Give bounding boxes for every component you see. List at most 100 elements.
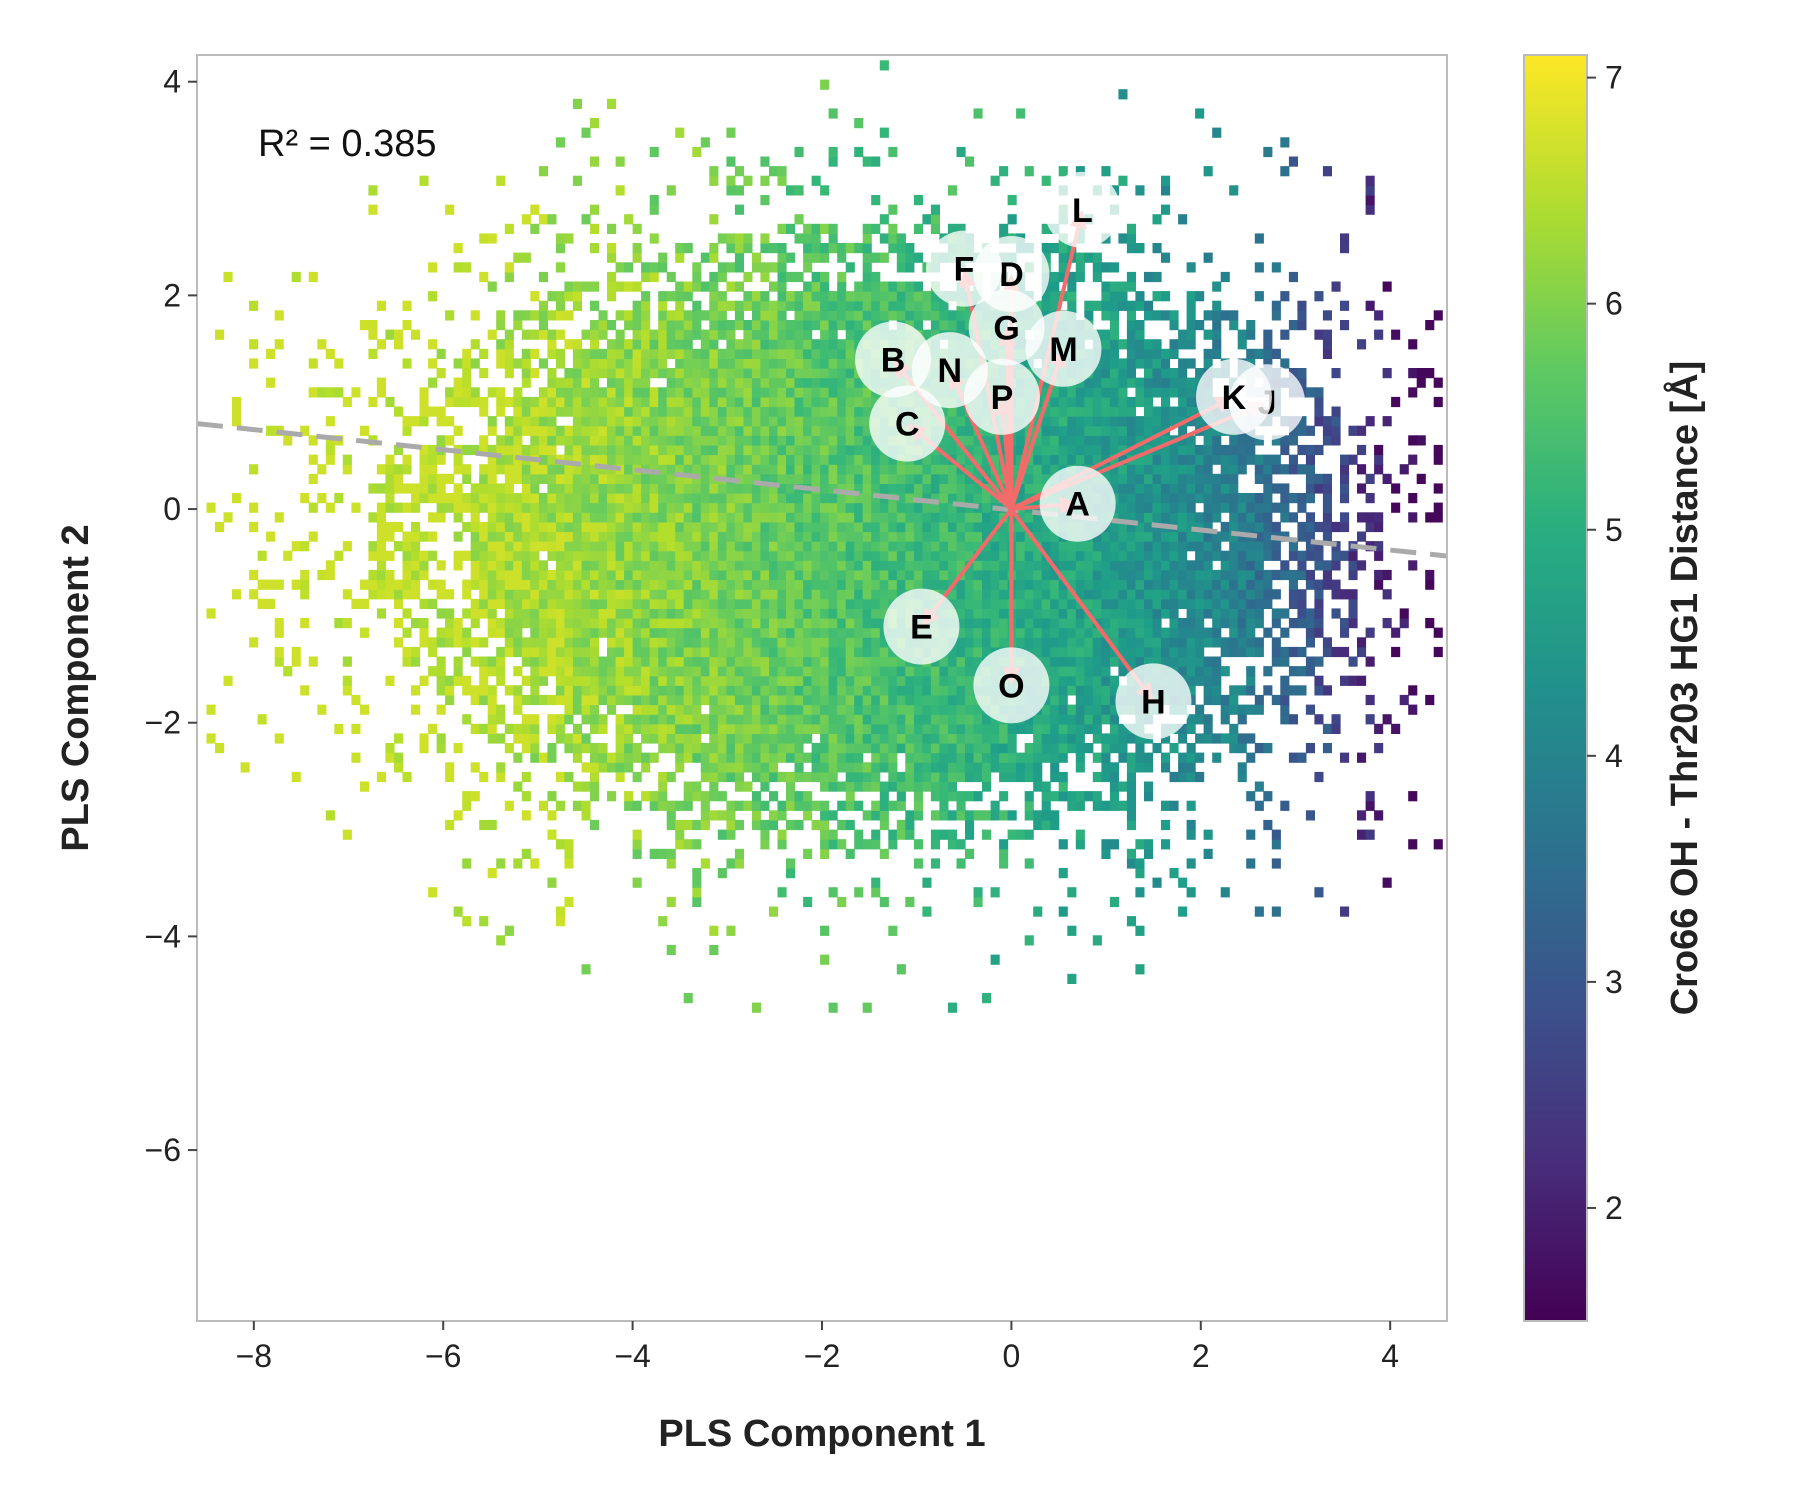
density-bin (871, 771, 881, 783)
density-bin (1101, 560, 1111, 571)
density-bin (922, 512, 932, 523)
density-bin (820, 589, 830, 600)
density-bin (939, 579, 949, 590)
density-bin (751, 396, 761, 408)
density-bin (786, 300, 796, 311)
density-bin (581, 493, 591, 504)
density-bin (436, 560, 446, 571)
density-bin (572, 733, 582, 744)
density-bin (641, 271, 651, 283)
density-bin (572, 473, 582, 484)
density-bin (820, 752, 830, 763)
density-bin (385, 502, 395, 513)
density-bin (1144, 368, 1154, 379)
density-bin (973, 589, 983, 600)
density-bin (1067, 454, 1077, 465)
density-bin (1178, 771, 1188, 783)
density-bin (769, 358, 779, 369)
density-bin (888, 512, 898, 523)
density-bin (632, 877, 642, 888)
density-bin (1050, 579, 1060, 590)
density-bin (913, 714, 923, 725)
density-bin (1109, 743, 1119, 754)
density-bin (470, 387, 480, 398)
density-bin (385, 531, 395, 542)
density-bin (692, 300, 702, 311)
density-bin (1178, 435, 1188, 446)
density-bin (700, 598, 710, 609)
density-bin (777, 521, 787, 533)
density-bin (564, 310, 574, 321)
density-bin (709, 310, 719, 321)
density-bin (675, 493, 685, 504)
density-bin (496, 589, 506, 600)
density-bin (692, 377, 702, 388)
density-bin (717, 762, 727, 773)
density-bin (675, 714, 685, 725)
density-bin (581, 579, 591, 590)
density-bin (590, 666, 600, 677)
density-bin (521, 675, 531, 686)
density-bin (854, 762, 864, 773)
density-bin (820, 618, 830, 629)
density-bin (1058, 868, 1068, 879)
density-bin (709, 627, 719, 638)
density-bin (1075, 829, 1085, 840)
density-bin (743, 685, 753, 696)
density-bin (1144, 627, 1154, 638)
density-bin (803, 704, 813, 715)
density-bin (436, 627, 446, 638)
density-bin (683, 377, 693, 388)
density-bin (1186, 387, 1196, 398)
density-bin (376, 502, 386, 513)
density-bin (445, 204, 455, 215)
density-bin (837, 550, 847, 561)
density-bin (607, 358, 617, 369)
density-bin (794, 560, 804, 571)
density-bin (649, 348, 659, 359)
density-bin (828, 675, 838, 686)
density-bin (828, 339, 838, 350)
density-bin (624, 637, 634, 648)
density-bin (513, 627, 523, 638)
density-bin (1016, 550, 1026, 561)
density-bin (1186, 444, 1196, 456)
density-bin (257, 550, 267, 561)
density-bin (709, 368, 719, 379)
density-bin (632, 550, 642, 561)
density-bin (1016, 435, 1026, 446)
density-bin (828, 810, 838, 821)
density-bin (828, 656, 838, 667)
density-bin (956, 752, 966, 763)
density-bin (530, 291, 540, 302)
density-bin (879, 743, 889, 754)
density-bin (419, 637, 429, 648)
density-bin (734, 339, 744, 350)
density-bin (675, 608, 685, 619)
density-bin (854, 800, 864, 811)
density-bin (649, 560, 659, 571)
density-bin (973, 743, 983, 754)
density-bin (913, 675, 923, 686)
density-bin (930, 743, 940, 754)
density-bin (530, 493, 540, 504)
density-bin (1186, 685, 1196, 696)
density-bin (913, 771, 923, 783)
density-bin (760, 156, 770, 167)
density-bin (590, 819, 600, 831)
density-bin (862, 454, 872, 465)
density-bin (1024, 589, 1034, 600)
density-bin (973, 483, 983, 494)
density-bin (1144, 656, 1154, 667)
density-bin (837, 685, 847, 696)
density-bin (1135, 416, 1145, 427)
density-bin (803, 637, 813, 648)
density-bin (862, 550, 872, 561)
density-bin (862, 483, 872, 494)
density-bin (982, 589, 992, 600)
density-bin (930, 858, 940, 869)
density-bin (939, 521, 949, 533)
density-bin (999, 541, 1009, 552)
density-bin (598, 656, 608, 667)
density-bin (786, 723, 796, 734)
